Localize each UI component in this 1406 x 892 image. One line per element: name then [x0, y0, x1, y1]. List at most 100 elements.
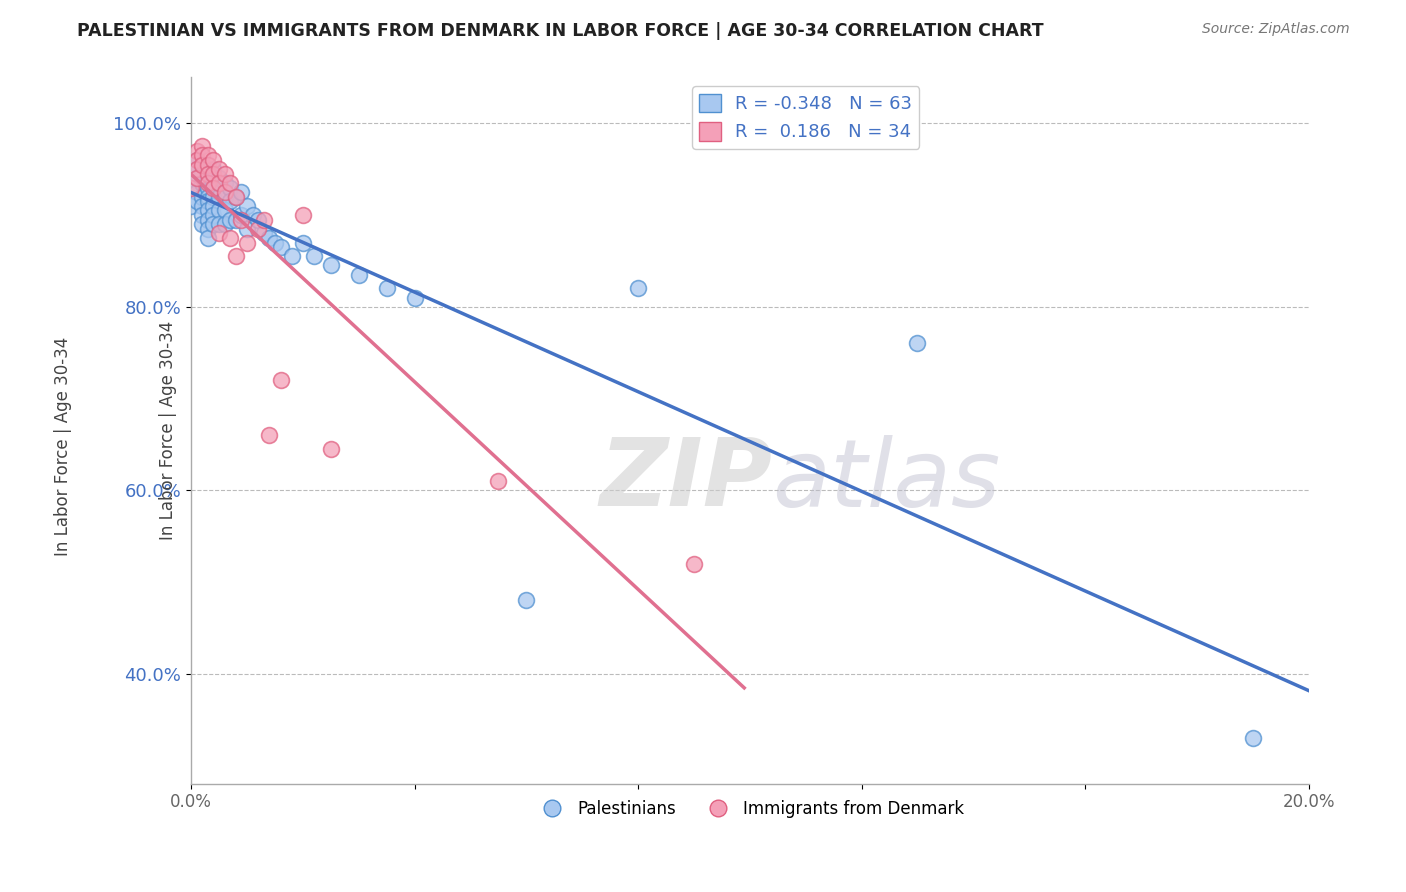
Point	[302, 249, 325, 263]
Point	[197, 189, 219, 203]
Point	[208, 217, 231, 231]
Point	[191, 199, 214, 213]
Point	[219, 194, 242, 209]
Point	[191, 139, 214, 153]
Point	[197, 167, 219, 181]
Point	[627, 281, 650, 295]
Point	[186, 153, 208, 167]
Y-axis label: In Labor Force | Age 30-34: In Labor Force | Age 30-34	[159, 321, 177, 541]
Point	[219, 176, 242, 190]
Text: Source: ZipAtlas.com: Source: ZipAtlas.com	[1202, 22, 1350, 37]
Point	[225, 189, 247, 203]
Point	[319, 442, 342, 456]
Point	[683, 557, 706, 571]
Point	[191, 158, 214, 172]
Point	[208, 176, 231, 190]
Point	[197, 212, 219, 227]
Point	[214, 189, 236, 203]
Point	[197, 203, 219, 218]
Point	[191, 176, 214, 190]
Point	[202, 208, 225, 222]
Point	[186, 162, 208, 177]
Point	[242, 208, 264, 222]
Point	[197, 180, 219, 194]
Point	[375, 281, 398, 295]
Point	[214, 167, 236, 181]
Point	[197, 162, 219, 177]
Point	[197, 231, 219, 245]
Point	[219, 231, 242, 245]
Point	[202, 180, 225, 194]
Text: atlas: atlas	[772, 434, 1001, 525]
Text: PALESTINIAN VS IMMIGRANTS FROM DENMARK IN LABOR FORCE | AGE 30-34 CORRELATION CH: PALESTINIAN VS IMMIGRANTS FROM DENMARK I…	[77, 22, 1043, 40]
Point	[236, 221, 259, 235]
Point	[236, 199, 259, 213]
Point	[208, 162, 231, 177]
Point	[180, 180, 202, 194]
Point	[191, 189, 214, 203]
Point	[191, 217, 214, 231]
Point	[291, 235, 314, 250]
Point	[253, 227, 276, 241]
Point	[291, 208, 314, 222]
Point	[259, 428, 281, 442]
Point	[202, 189, 225, 203]
Point	[214, 217, 236, 231]
Point	[319, 259, 342, 273]
Point	[186, 171, 208, 186]
Point	[225, 212, 247, 227]
Point	[214, 176, 236, 190]
Point	[208, 227, 231, 241]
Point	[202, 153, 225, 167]
Point	[515, 593, 537, 607]
Point	[197, 176, 219, 190]
Point	[208, 189, 231, 203]
Legend: Palestinians, Immigrants from Denmark: Palestinians, Immigrants from Denmark	[529, 794, 970, 825]
Point	[1241, 731, 1264, 745]
Point	[202, 167, 225, 181]
Point	[247, 221, 270, 235]
Point	[907, 336, 929, 351]
Point	[208, 171, 231, 186]
Point	[231, 208, 253, 222]
Point	[219, 180, 242, 194]
Point	[486, 474, 509, 488]
Text: ZIP: ZIP	[599, 434, 772, 526]
Point	[280, 249, 302, 263]
Point	[259, 231, 281, 245]
Point	[186, 171, 208, 186]
Point	[197, 221, 219, 235]
Point	[225, 249, 247, 263]
Point	[191, 208, 214, 222]
Point	[231, 212, 253, 227]
Point	[197, 194, 219, 209]
Point	[191, 167, 214, 181]
Point	[202, 217, 225, 231]
Point	[186, 162, 208, 177]
Point	[208, 203, 231, 218]
Point	[186, 185, 208, 199]
Point	[197, 148, 219, 162]
Point	[202, 199, 225, 213]
Point	[202, 162, 225, 177]
Point	[191, 148, 214, 162]
Point	[347, 268, 370, 282]
Point	[231, 185, 253, 199]
Point	[214, 203, 236, 218]
Point	[186, 144, 208, 158]
Point	[264, 235, 287, 250]
Point	[270, 240, 292, 254]
Point	[253, 212, 276, 227]
Point	[180, 180, 202, 194]
Point	[186, 153, 208, 167]
Point	[225, 189, 247, 203]
Point	[214, 185, 236, 199]
Point	[186, 194, 208, 209]
Text: In Labor Force | Age 30-34: In Labor Force | Age 30-34	[55, 336, 72, 556]
Point	[180, 199, 202, 213]
Point	[197, 158, 219, 172]
Point	[197, 171, 219, 186]
Point	[247, 212, 270, 227]
Point	[270, 373, 292, 387]
Point	[191, 158, 214, 172]
